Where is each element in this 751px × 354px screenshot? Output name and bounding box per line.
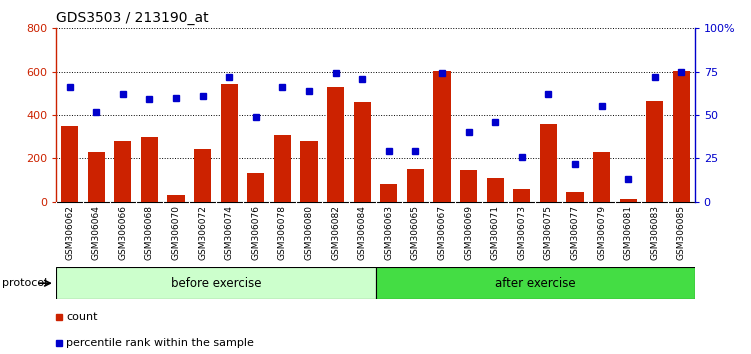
Text: GSM306082: GSM306082	[331, 205, 340, 260]
Text: GSM306065: GSM306065	[411, 205, 420, 260]
Bar	[540, 124, 557, 202]
Bar	[88, 152, 105, 202]
Text: GSM306067: GSM306067	[438, 205, 447, 260]
Text: GSM306074: GSM306074	[225, 205, 234, 260]
Bar	[247, 172, 264, 202]
Bar	[513, 189, 530, 202]
Text: GSM306072: GSM306072	[198, 205, 207, 260]
Bar	[487, 178, 504, 202]
Bar	[300, 141, 318, 202]
Text: GSM306064: GSM306064	[92, 205, 101, 260]
Bar	[140, 137, 158, 202]
Text: GSM306083: GSM306083	[650, 205, 659, 260]
Bar	[376, 267, 695, 299]
Text: GSM306078: GSM306078	[278, 205, 287, 260]
Text: GSM306085: GSM306085	[677, 205, 686, 260]
Bar	[194, 149, 211, 202]
Text: percentile rank within the sample: percentile rank within the sample	[66, 338, 254, 348]
Text: GSM306077: GSM306077	[571, 205, 580, 260]
Text: count: count	[66, 312, 98, 322]
Text: GSM306075: GSM306075	[544, 205, 553, 260]
Bar	[593, 152, 611, 202]
Bar	[646, 101, 663, 202]
Text: before exercise: before exercise	[170, 277, 261, 290]
Text: GSM306084: GSM306084	[357, 205, 366, 260]
Bar	[407, 169, 424, 202]
Bar	[221, 84, 238, 202]
Text: GDS3503 / 213190_at: GDS3503 / 213190_at	[56, 11, 209, 25]
Bar	[620, 199, 637, 202]
Bar	[56, 267, 376, 299]
Text: protocol: protocol	[2, 278, 47, 288]
Bar	[274, 135, 291, 202]
Text: after exercise: after exercise	[495, 277, 575, 290]
Text: GSM306066: GSM306066	[119, 205, 128, 260]
Bar	[114, 141, 131, 202]
Bar	[61, 126, 78, 202]
Bar	[167, 195, 185, 202]
Text: GSM306080: GSM306080	[304, 205, 313, 260]
Text: GSM306073: GSM306073	[517, 205, 526, 260]
Text: GSM306069: GSM306069	[464, 205, 473, 260]
Bar	[460, 170, 477, 202]
Bar	[433, 70, 451, 202]
Bar	[380, 184, 397, 202]
Text: GSM306081: GSM306081	[623, 205, 632, 260]
Text: GSM306070: GSM306070	[171, 205, 180, 260]
Bar	[673, 70, 690, 202]
Text: GSM306076: GSM306076	[252, 205, 261, 260]
Bar	[327, 87, 344, 202]
Text: GSM306068: GSM306068	[145, 205, 154, 260]
Text: GSM306062: GSM306062	[65, 205, 74, 260]
Text: GSM306063: GSM306063	[385, 205, 394, 260]
Bar	[354, 102, 371, 202]
Bar	[566, 192, 584, 202]
Text: GSM306071: GSM306071	[490, 205, 499, 260]
Text: GSM306079: GSM306079	[597, 205, 606, 260]
